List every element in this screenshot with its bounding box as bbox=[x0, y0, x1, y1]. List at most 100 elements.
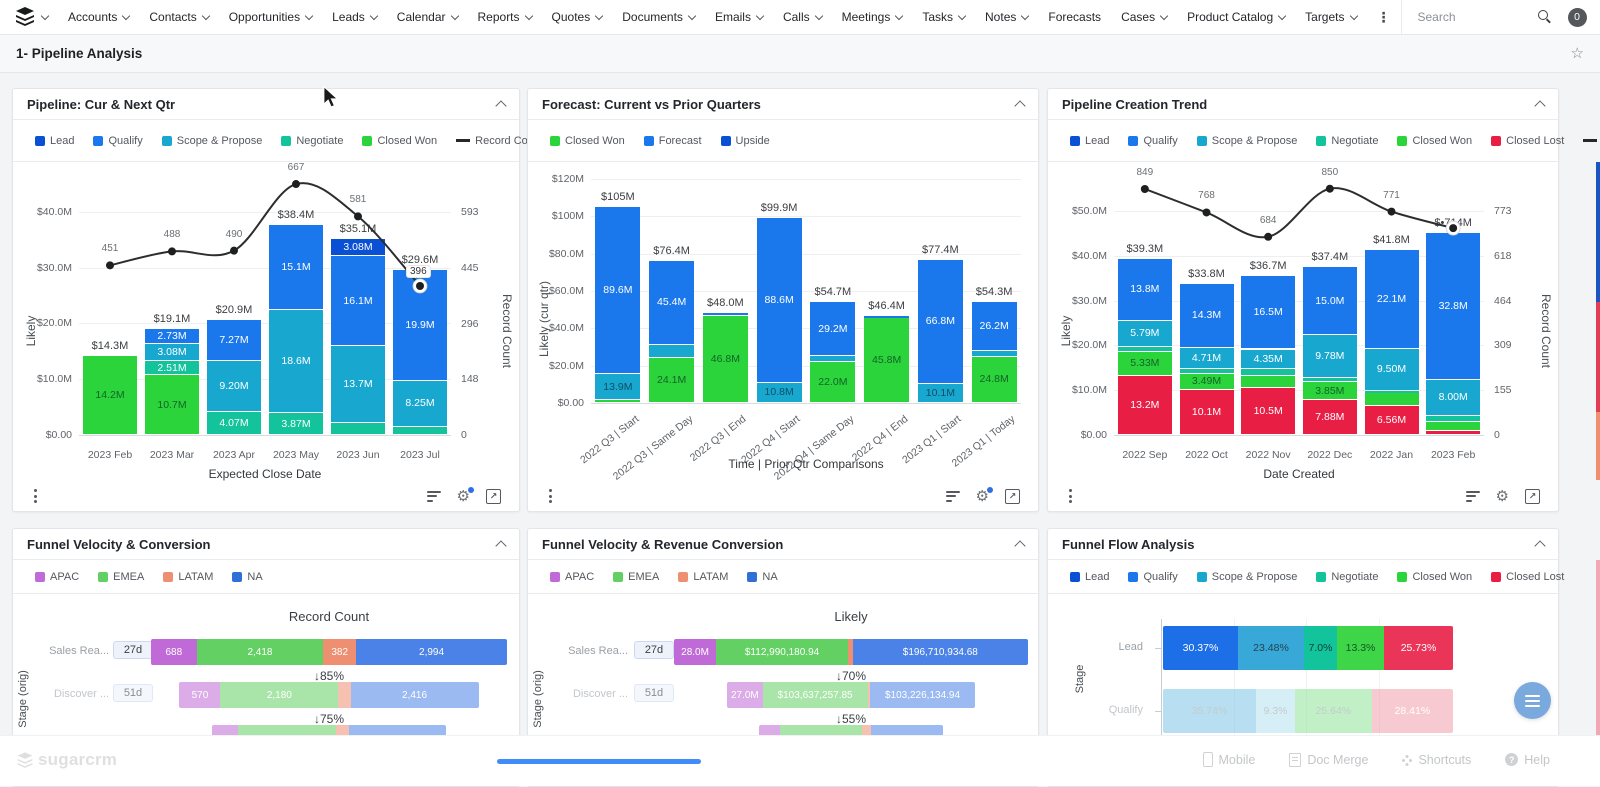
bar-segment-negotiate[interactable] bbox=[1179, 368, 1234, 374]
funnel-segment-na[interactable]: $196,710,934.68 bbox=[852, 639, 1028, 665]
dashlet-menu-icon[interactable] bbox=[1066, 486, 1075, 506]
nav-item-documents[interactable]: Documents bbox=[612, 0, 705, 34]
bar-segment-upside[interactable]: 13.9M bbox=[595, 374, 641, 400]
legend-item-negotiate[interactable]: Negotiate bbox=[1316, 571, 1378, 583]
legend-item-apac[interactable]: APAC bbox=[550, 571, 594, 583]
flow-segment-qualify[interactable]: 30.37% bbox=[1163, 626, 1238, 670]
bar-segment-scope-propose[interactable]: 8.25M bbox=[393, 380, 447, 426]
bar-segment-closed-lost[interactable] bbox=[1426, 430, 1481, 434]
bar-segment-scope-propose[interactable]: 13.7M bbox=[331, 346, 385, 422]
legend-item-closed-won[interactable]: Closed Won bbox=[1397, 571, 1472, 583]
legend-item-emea[interactable]: EMEA bbox=[613, 571, 659, 583]
bar-segment-scope-propose[interactable]: 8.00M bbox=[1426, 379, 1481, 415]
legend-item-lead[interactable]: Lead bbox=[35, 135, 74, 147]
bar-segment-scope-propose[interactable]: 4.35M bbox=[1241, 349, 1296, 368]
line-point[interactable] bbox=[168, 247, 176, 256]
legend-item-record-cou[interactable]: Record Cou bbox=[1583, 135, 1600, 147]
bar-segment-upside[interactable]: 10.8M bbox=[756, 382, 802, 402]
bar-segment-closed-won[interactable] bbox=[1426, 422, 1481, 430]
funnel-segment-emea[interactable]: 2,180 bbox=[220, 682, 339, 708]
legend-item-closed-lost[interactable]: Closed Lost bbox=[1491, 571, 1564, 583]
bar-segment-closed-lost[interactable]: 7.88M bbox=[1302, 399, 1357, 434]
bar-segment-upside[interactable]: 10.1M bbox=[917, 384, 963, 402]
legend-item-apac[interactable]: APAC bbox=[35, 571, 79, 583]
bar-segment-scope-propose[interactable]: 3.08M bbox=[145, 344, 199, 361]
nav-item-tasks[interactable]: Tasks bbox=[912, 0, 975, 34]
bar-segment-closed-won[interactable]: 5.33M bbox=[1117, 352, 1172, 375]
nav-item-quotes[interactable]: Quotes bbox=[542, 0, 613, 34]
nav-item-meetings[interactable]: Meetings bbox=[832, 0, 913, 34]
dashlet-menu-icon[interactable] bbox=[31, 486, 40, 506]
nav-item-targets[interactable]: Targets bbox=[1295, 0, 1366, 34]
line-point[interactable] bbox=[230, 246, 238, 255]
nav-item-accounts[interactable]: Accounts bbox=[58, 0, 139, 34]
bar-segment-closed-won[interactable]: 10.7M bbox=[145, 375, 199, 434]
line-point[interactable] bbox=[1202, 208, 1211, 217]
bar-segment-closed-won[interactable] bbox=[1241, 376, 1296, 387]
funnel-bar[interactable]: 688 2,418 382 2,994 bbox=[151, 639, 507, 665]
nav-item-opportunities[interactable]: Opportunities bbox=[219, 0, 322, 34]
legend-item-forecast[interactable]: Forecast bbox=[643, 135, 702, 147]
bar-segment-closed-won[interactable]: 22.0M bbox=[810, 361, 856, 402]
legend-item-scope-propose[interactable]: Scope & Propose bbox=[1196, 571, 1297, 583]
line-point[interactable] bbox=[416, 282, 424, 291]
bar-segment-forecast[interactable] bbox=[702, 313, 748, 315]
stage-days-badge[interactable]: 27d bbox=[634, 641, 674, 659]
bar-segment-scope-propose[interactable]: 18.6M bbox=[269, 309, 323, 413]
legend-item-closed-lost[interactable]: Closed Lost bbox=[1491, 135, 1564, 147]
bar-segment-forecast[interactable]: 26.2M bbox=[971, 301, 1017, 350]
flow-segment-closed-lost[interactable]: 28.41% bbox=[1371, 689, 1453, 733]
more-modules-icon[interactable]: ⋮ bbox=[1376, 8, 1391, 25]
legend-item-qualify[interactable]: Qualify bbox=[1128, 135, 1178, 147]
horizontal-scrollbar[interactable] bbox=[497, 759, 701, 764]
bar-segment-qualify[interactable]: 13.8M bbox=[1117, 258, 1172, 320]
open-external-icon[interactable]: ↗ bbox=[486, 488, 501, 504]
funnel-segment-latam[interactable] bbox=[848, 639, 853, 665]
funnel-segment-apac[interactable]: 570 bbox=[179, 682, 221, 708]
nav-item-calendar[interactable]: Calendar bbox=[387, 0, 468, 34]
collapse-icon[interactable] bbox=[1534, 99, 1546, 112]
favorite-star-icon[interactable]: ☆ bbox=[1570, 45, 1584, 62]
legend-item-qualify[interactable]: Qualify bbox=[93, 135, 143, 147]
bar-segment-closed-won[interactable]: 24.8M bbox=[971, 356, 1017, 402]
bar-segment-negotiate[interactable] bbox=[1364, 391, 1419, 393]
bar-segment-scope-propose[interactable]: 9.20M bbox=[207, 360, 261, 412]
bar-segment-closed-won[interactable]: 3.49M bbox=[1179, 374, 1234, 389]
bar-segment-negotiate[interactable]: 3.87M bbox=[269, 413, 323, 434]
open-external-icon[interactable]: ↗ bbox=[1005, 488, 1020, 504]
footer-link-help[interactable]: ? Help bbox=[1505, 752, 1550, 767]
app-logo[interactable] bbox=[0, 7, 58, 27]
bar-segment-forecast[interactable]: 66.8M bbox=[917, 259, 963, 384]
funnel-segment-apac[interactable]: 688 bbox=[151, 639, 197, 665]
line-point[interactable] bbox=[1264, 232, 1273, 241]
bar-segment-closed-won[interactable] bbox=[595, 400, 641, 402]
bar-segment-scope-propose[interactable]: 9.78M bbox=[1302, 334, 1357, 378]
stage-days-badge[interactable]: 27d bbox=[113, 641, 153, 659]
bar-segment-negotiate[interactable]: 2.51M bbox=[145, 361, 199, 375]
legend-item-scope-propose[interactable]: Scope & Propose bbox=[1196, 135, 1297, 147]
flow-segment-scope-propose[interactable]: 23.48% bbox=[1237, 626, 1305, 670]
bar-segment-negotiate[interactable] bbox=[1302, 378, 1357, 382]
funnel-segment-emea[interactable]: 2,418 bbox=[196, 639, 324, 665]
bar-segment-forecast[interactable]: 45.4M bbox=[649, 260, 695, 345]
bar-segment-qualify[interactable]: 16.5M bbox=[1241, 275, 1296, 349]
line-point[interactable] bbox=[1387, 207, 1396, 216]
funnel-bar[interactable]: 27.0M $103,637,257.85 $103,226,134.94 bbox=[727, 682, 975, 708]
settings-gear-icon[interactable]: ⚙ bbox=[1495, 487, 1509, 505]
bar-segment-closed-won[interactable]: 3.85M bbox=[1302, 382, 1357, 399]
bar-segment-negotiate[interactable] bbox=[1117, 346, 1172, 351]
funnel-segment-na[interactable]: 2,416 bbox=[350, 682, 479, 708]
legend-item-closed-won[interactable]: Closed Won bbox=[362, 135, 437, 147]
bar-segment-upside[interactable] bbox=[971, 350, 1017, 356]
funnel-segment-emea[interactable]: $103,637,257.85 bbox=[762, 682, 868, 708]
stage-days-badge[interactable]: 51d bbox=[113, 684, 153, 702]
nav-item-leads[interactable]: Leads bbox=[322, 0, 387, 34]
legend-item-latam[interactable]: LATAM bbox=[678, 571, 728, 583]
funnel-segment-emea[interactable]: $112,990,180.94 bbox=[716, 639, 849, 665]
bar-segment-closed-lost[interactable]: 10.1M bbox=[1179, 389, 1234, 434]
footer-link-mobile[interactable]: Mobile bbox=[1202, 752, 1255, 767]
collapse-icon[interactable] bbox=[495, 539, 507, 552]
legend-item-closed-won[interactable]: Closed Won bbox=[1397, 135, 1472, 147]
bar-segment-scope-propose[interactable]: 5.79M bbox=[1117, 320, 1172, 346]
flow-segment-closed-won[interactable]: 13.3% bbox=[1337, 626, 1385, 670]
